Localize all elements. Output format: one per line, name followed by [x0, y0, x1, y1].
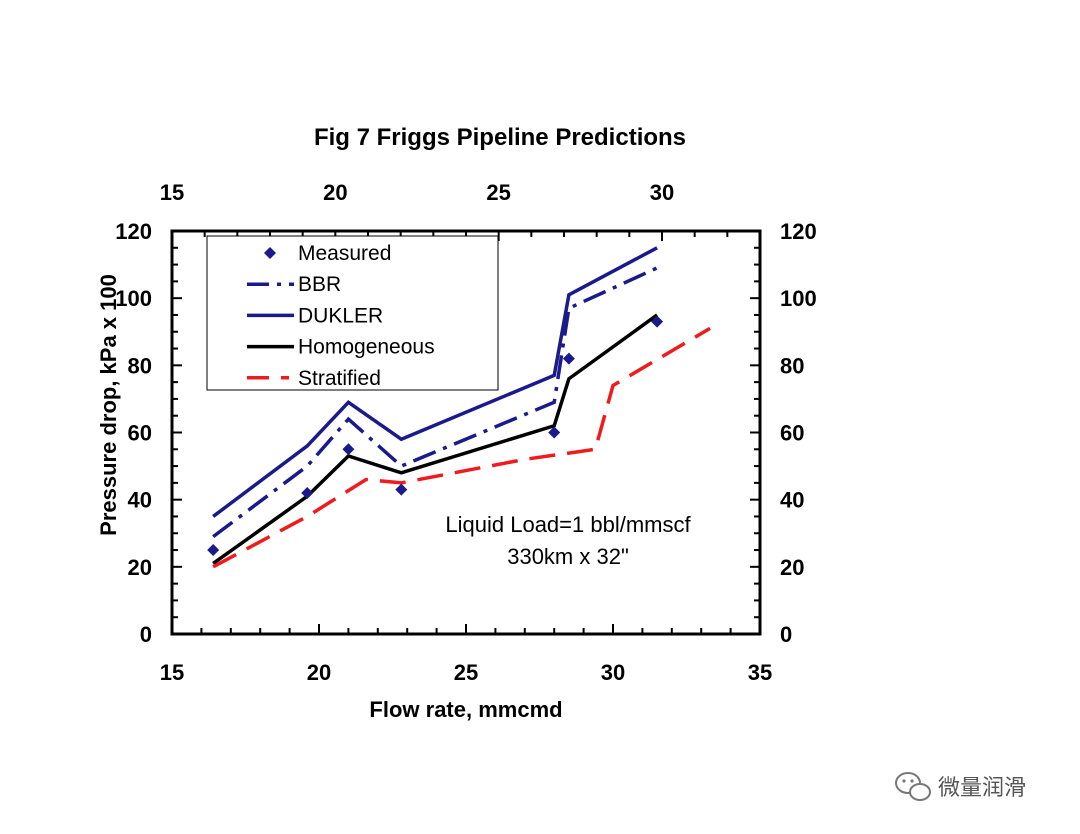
series-layer: [207, 246, 711, 569]
right-y-tick-label: 120: [780, 219, 817, 244]
top-x-tick-label: 20: [323, 180, 347, 205]
right-y-tick-label: 100: [780, 286, 817, 311]
measured-point: [395, 483, 408, 496]
series-line-dukler: [212, 246, 658, 518]
top-x-tick-label: 30: [650, 180, 674, 205]
legend-marker-measured: [264, 247, 276, 259]
right-y-tick-labels: 0 20 40 60 80 100 120: [780, 219, 817, 647]
y-axis-label: Pressure drop, kPa x 100: [96, 274, 121, 536]
legend-box: [206, 235, 499, 391]
measured-point: [207, 544, 220, 557]
x-tick-label: 25: [454, 660, 478, 685]
legend-label-bbr: BBR: [298, 273, 341, 296]
right-y-tick-label: 80: [780, 353, 804, 378]
legend-label-homogeneous: Homogeneous: [298, 336, 435, 359]
x-tick-label: 15: [160, 660, 184, 685]
y-tick-label: 120: [115, 219, 152, 244]
annotation-liquid-load: Liquid Load=1 bbl/mmscf: [445, 512, 691, 537]
x-tick-labels: 15 20 25 30 35: [160, 660, 772, 685]
top-x-tick-labels: 15 20 25 30: [160, 180, 674, 205]
y-tick-label: 80: [128, 353, 152, 378]
right-y-tick-label: 0: [780, 622, 792, 647]
measured-point: [548, 426, 561, 439]
right-y-tick-label: 40: [780, 488, 804, 513]
x-tick-label: 20: [307, 660, 331, 685]
legend: Measured BBR DUKLER Homogeneous Stratified: [206, 235, 499, 391]
top-x-tick-label: 15: [160, 180, 184, 205]
watermark-text: 微量润滑: [938, 776, 1026, 801]
measured-point: [651, 315, 664, 328]
y-tick-label: 100: [115, 286, 152, 311]
x-tick-label: 35: [748, 660, 772, 685]
x-tick-label: 30: [601, 660, 625, 685]
y-tick-label: 20: [128, 555, 152, 580]
series-line-stratified: [212, 326, 711, 569]
measured-point: [301, 486, 314, 499]
legend-label-dukler: DUKLER: [298, 304, 383, 327]
right-y-tick-label: 20: [780, 555, 804, 580]
right-y-tick-label: 60: [780, 421, 804, 446]
y-tick-label: 40: [128, 488, 152, 513]
annotation-pipeline-size: 330km x 32": [507, 544, 629, 569]
y-tick-labels: 0 20 40 60 80 100 120: [115, 219, 152, 647]
chart-title: Fig 7 Friggs Pipeline Predictions: [314, 124, 686, 151]
tick-marks: [171, 230, 761, 635]
wechat-icon: [895, 772, 931, 801]
x-axis-label: Flow rate, mmcmd: [369, 697, 562, 722]
legend-label-stratified: Stratified: [298, 367, 381, 390]
measured-point: [562, 352, 575, 365]
legend-label-measured: Measured: [298, 242, 391, 265]
y-tick-label: 0: [140, 622, 152, 647]
y-tick-label: 60: [128, 421, 152, 446]
watermark: 微量润滑: [895, 772, 1026, 801]
top-x-tick-label: 25: [486, 180, 510, 205]
measured-point: [342, 443, 355, 456]
